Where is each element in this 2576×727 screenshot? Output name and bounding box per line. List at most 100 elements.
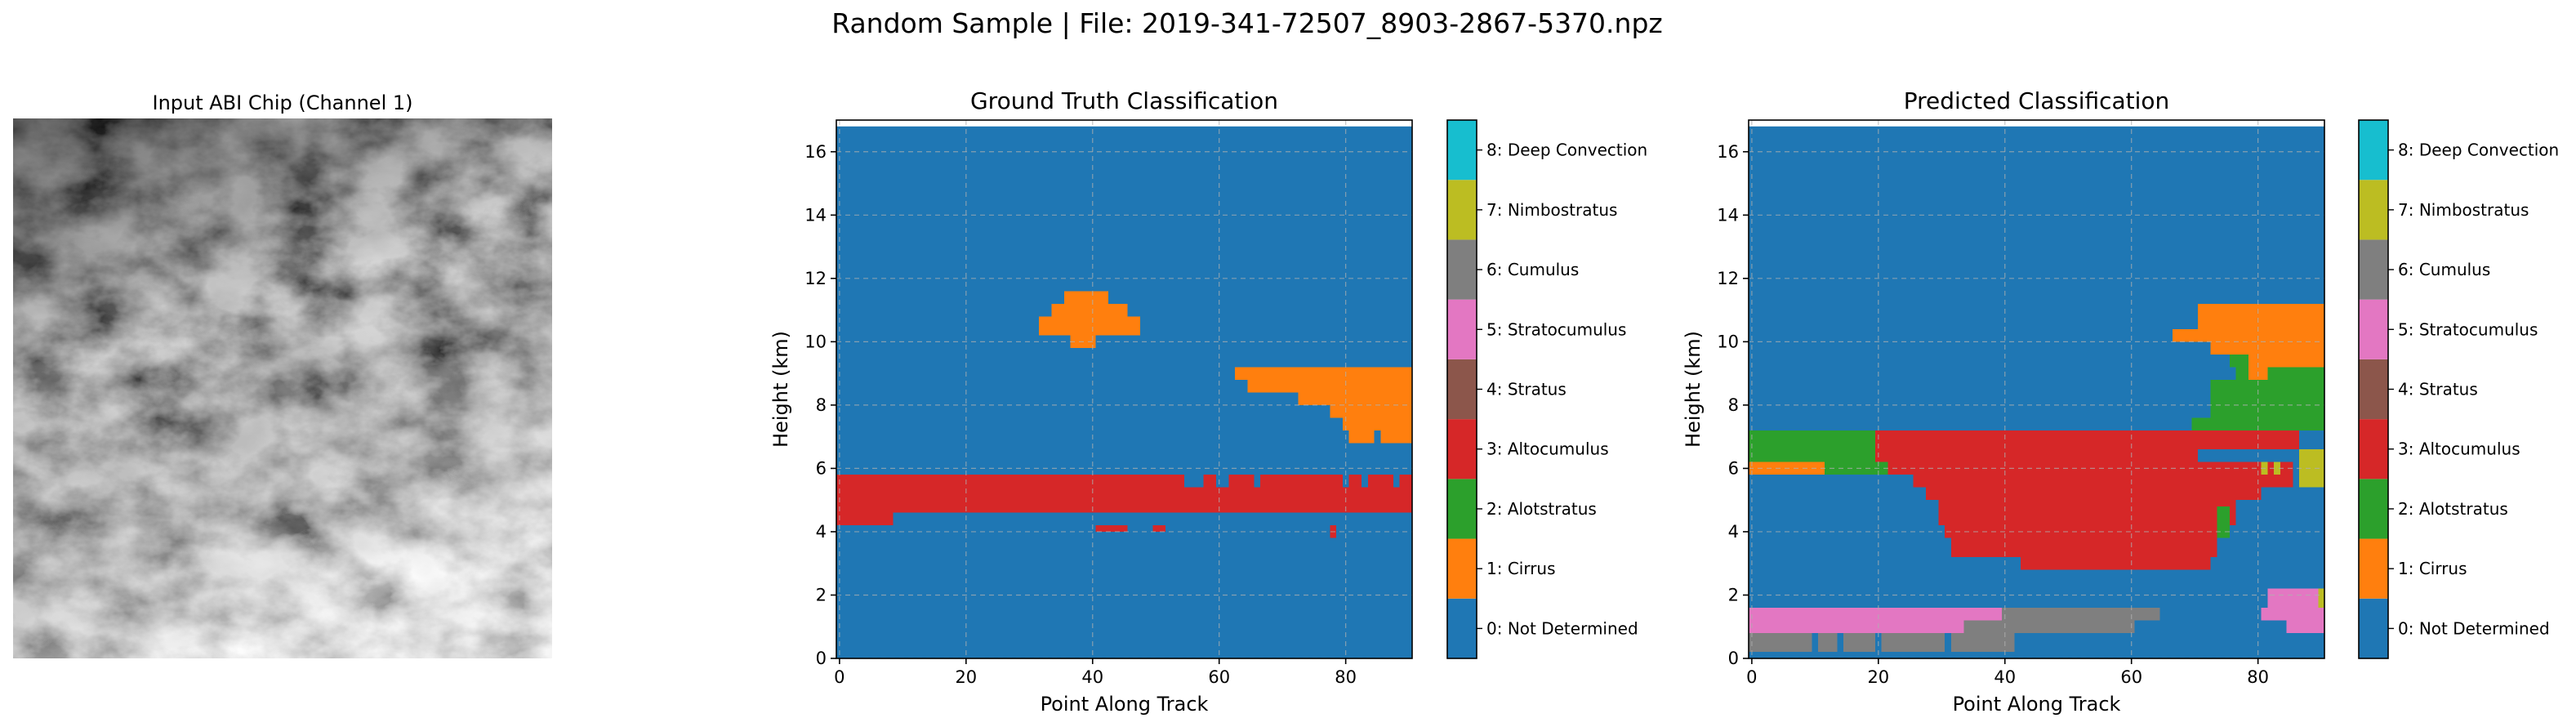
heatmap-cell-region — [1963, 620, 2135, 633]
y-tick-label: 8 — [816, 395, 827, 415]
input-chip-title: Input ABI Chip (Channel 1) — [152, 91, 412, 114]
heatmap-cell-region — [1362, 475, 1368, 488]
colorbar-label: 7: Nimbostratus — [1486, 200, 1617, 220]
heatmap-cell-region — [1342, 417, 1412, 430]
colorbar-label: 8: Deep Convection — [2398, 140, 2559, 160]
x-tick-label: 80 — [2247, 667, 2269, 687]
colorbar-label: 1: Cirrus — [1486, 559, 1556, 578]
heatmap-cell-region — [1254, 475, 1261, 488]
heatmap-cell-region — [893, 512, 1412, 526]
colorbar-label: 5: Stratocumulus — [2398, 319, 2538, 339]
heatmap-cell-region — [1812, 632, 1819, 653]
colorbar-swatch — [1447, 598, 1477, 658]
colorbar-swatch — [2359, 419, 2388, 479]
y-tick-label: 8 — [1728, 395, 1739, 415]
heatmap-cell-region — [1938, 500, 2236, 526]
colorbar-swatch — [2359, 299, 2388, 359]
y-tick-label: 4 — [1728, 522, 1739, 542]
predicted-panel: 0 20 40 60 80 0 2 4 6 8 10 12 14 16 Predicted Classifi… — [1682, 87, 2559, 716]
y-tick-label: 12 — [804, 269, 827, 288]
y-tick-label: 10 — [804, 332, 827, 351]
heatmap-cell-region — [1950, 537, 2217, 557]
heatmap-cell-region — [1235, 367, 1412, 380]
input-chip-image — [13, 118, 552, 658]
colorbar-swatch — [1447, 419, 1477, 479]
x-axis-label: Point Along Track — [1953, 693, 2121, 716]
x-tick-label: 20 — [1867, 667, 1889, 687]
colorbar-swatch — [2359, 598, 2388, 658]
axes-frame — [836, 119, 1413, 659]
heatmap-cell-region — [1945, 525, 2217, 538]
colorbar-label: 2: Alotstratus — [1486, 499, 1597, 519]
colorbar-swatch — [1447, 120, 1477, 181]
colorbar-swatch — [2359, 120, 2388, 181]
colorbar-label: 8: Deep Convection — [1486, 140, 1647, 160]
heatmap-cell-region — [1063, 291, 1109, 304]
ground-truth-panel: 0 20 40 60 80 0 2 4 6 8 10 12 14 16 Ground Truth Class… — [769, 87, 1647, 716]
heatmap-cell-region — [1837, 632, 1844, 653]
colorbar-label: 6: Cumulus — [2398, 260, 2490, 279]
y-axis-label: Height (km) — [1682, 331, 1705, 448]
heatmap-cell-region — [1247, 379, 1412, 393]
colorbar-label: 6: Cumulus — [1486, 260, 1579, 279]
y-tick-label: 2 — [816, 585, 827, 604]
heatmap-cell-region — [2210, 379, 2324, 418]
colorbar-swatch — [1447, 180, 1477, 240]
colorbar-label: 2: Alotstratus — [2398, 499, 2508, 519]
y-tick-label: 6 — [816, 458, 827, 478]
colorbar-label: 4: Stratus — [1486, 380, 1567, 399]
heatmap-cell-region — [1355, 430, 1375, 444]
heatmap-cell-region — [1824, 462, 1888, 475]
y-tick-label: 14 — [1717, 205, 1739, 225]
figure-suptitle: Random Sample | File: 2019-341-72507_890… — [831, 7, 1662, 39]
y-tick-label: 16 — [804, 142, 827, 162]
colorbar-swatch — [2359, 239, 2388, 300]
heatmap-cell-region — [2261, 607, 2324, 621]
colorbar-swatch — [2359, 180, 2388, 240]
heatmap-cell-region — [2229, 354, 2249, 368]
heatmap-cell-region — [1874, 430, 2199, 462]
y-tick-label: 0 — [1728, 649, 1739, 668]
colorbar-frame — [1446, 119, 1477, 659]
y-tick-label: 6 — [1728, 458, 1739, 478]
heatmap-cell-region — [1945, 632, 1951, 653]
x-tick-label: 0 — [1746, 667, 1757, 687]
colorbar-label: 3: Altocumulus — [2398, 439, 2520, 459]
heatmap-cell-region — [1913, 475, 2293, 488]
y-axis-label: Height (km) — [769, 331, 792, 448]
heatmap-cell-region — [2198, 430, 2300, 450]
heatmap-cell-region — [1348, 430, 1356, 444]
x-tick-label: 60 — [2120, 667, 2142, 687]
heatmap-cell-region — [1298, 392, 1412, 405]
colorbar-label: 3: Altocumulus — [1486, 439, 1609, 459]
y-tick-label: 4 — [816, 522, 827, 542]
heatmap-cell-region — [1330, 404, 1412, 418]
colorbar-label: 1: Cirrus — [2398, 559, 2467, 578]
y-tick-label: 10 — [1717, 332, 1739, 351]
x-tick-label: 40 — [1081, 667, 1103, 687]
heatmap-cell-region — [2248, 354, 2324, 368]
heatmap-cell-region — [2198, 303, 2324, 329]
heatmap-cell-region — [1038, 316, 1140, 336]
y-tick-label: 16 — [1717, 142, 1739, 162]
colorbar-swatch — [1447, 479, 1477, 539]
heatmap-cell-region — [2210, 341, 2324, 355]
colorbar-swatch — [1447, 239, 1477, 300]
heatmap-cell-region — [2191, 417, 2324, 430]
x-tick-label: 80 — [1335, 667, 1357, 687]
heatmap-cell-region — [2318, 588, 2324, 608]
heatmap-cell-region — [1095, 525, 1128, 532]
heatmap-cell-region — [2021, 556, 2211, 570]
heatmap-cell-region — [2173, 328, 2324, 342]
x-axis-label: Point Along Track — [1041, 693, 1209, 716]
heatmap-cell-region — [2001, 607, 2160, 621]
heatmap-cell-region — [1215, 475, 1229, 488]
heatmap-cell-region — [1051, 303, 1128, 317]
colorbar-swatch — [1447, 359, 1477, 420]
colorbar-swatch — [2359, 359, 2388, 420]
colorbar-swatch — [2359, 479, 2388, 539]
y-tick-label: 2 — [1728, 585, 1739, 604]
x-tick-label: 20 — [955, 667, 977, 687]
x-tick-label: 60 — [1208, 667, 1230, 687]
heatmap-cell-region — [2286, 620, 2324, 633]
